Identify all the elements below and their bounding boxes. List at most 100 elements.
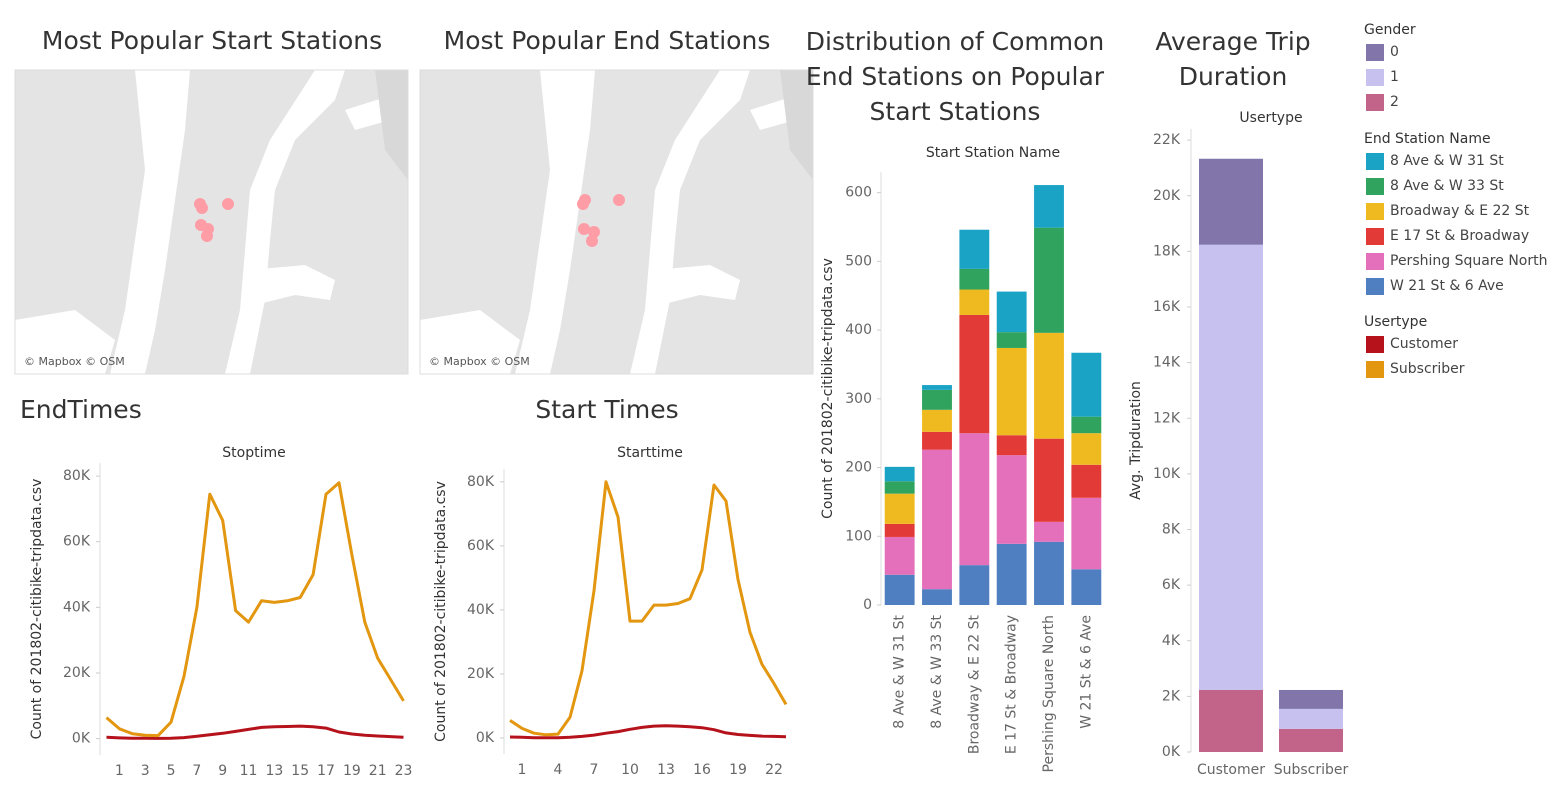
start-map[interactable]: Most Popular Start Stations © Mapbox © O… — [14, 26, 409, 375]
y-tick-label: 22K — [1153, 132, 1181, 148]
bar-segment — [1279, 708, 1343, 729]
legend-label: Subscriber — [1390, 361, 1465, 377]
bar-segment — [1034, 332, 1064, 439]
y-tick-label: 0K — [72, 731, 91, 747]
station-point[interactable] — [613, 194, 625, 206]
x-tick-label: 11 — [240, 763, 258, 779]
legend-label: 8 Ave & W 33 St — [1390, 178, 1504, 194]
y-tick-label: 80K — [63, 468, 91, 484]
station-point[interactable] — [578, 223, 590, 235]
x-tick-label: Customer — [1197, 762, 1265, 778]
bar-segment — [959, 268, 990, 290]
map-attribution: © Mapbox © OSM — [429, 355, 530, 368]
station-point[interactable] — [579, 194, 591, 206]
x-tick-label: 8 Ave & W 31 St — [892, 614, 908, 728]
bar-segment — [884, 481, 915, 494]
x-tick-label: 23 — [395, 763, 413, 779]
map-attribution: © Mapbox © OSM — [24, 355, 125, 368]
bar-segment — [884, 574, 915, 605]
y-tick-label: 18K — [1153, 243, 1181, 259]
series-line — [106, 724, 404, 740]
bar-segment — [996, 543, 1027, 605]
bar-segment — [1071, 433, 1102, 465]
bar-segment — [922, 589, 952, 605]
end-map[interactable]: Most Popular End Stations © Mapbox © OSM — [419, 26, 814, 375]
legend-label: 2 — [1390, 94, 1399, 110]
legend-swatch — [1366, 153, 1384, 170]
x-tick-label: Broadway & E 22 St — [966, 614, 982, 754]
y-axis-label: Count of 201802-citibike-tripdata.csv — [820, 258, 836, 519]
x-tick-label: 5 — [167, 763, 176, 779]
x-tick-label: 15 — [291, 763, 309, 779]
station-point[interactable] — [586, 235, 598, 247]
bar-segment — [996, 291, 1027, 333]
bar-segment — [1071, 464, 1102, 498]
y-axis-label: Count of 201802-citibike-tripdata.csv — [29, 479, 45, 740]
bar-segment — [1034, 227, 1064, 333]
x-tick-label: 10 — [621, 762, 639, 778]
bar-segment — [1034, 185, 1064, 228]
legend-swatch — [1366, 228, 1384, 245]
y-tick-label: 80K — [467, 474, 495, 490]
y-tick-label: 300 — [845, 391, 872, 407]
station-point[interactable] — [588, 226, 600, 238]
x-tick-label: 21 — [369, 763, 387, 779]
legend-swatch — [1366, 361, 1384, 378]
bar-segment — [1034, 521, 1064, 542]
bar-segment — [922, 431, 952, 450]
bar-segment — [959, 289, 990, 315]
legend-swatch — [1366, 178, 1384, 195]
legend-swatch — [1366, 69, 1384, 86]
y-axis-label: Count of 201802-citibike-tripdata.csv — [433, 481, 449, 742]
y-tick-label: 500 — [845, 253, 872, 269]
x-tick-label: E 17 St & Broadway — [1004, 615, 1020, 754]
map-base — [420, 70, 813, 374]
chart-title: Average Trip Duration — [1155, 27, 1311, 91]
bar-segment — [1279, 689, 1343, 709]
column-header: Stoptime — [222, 445, 285, 461]
x-tick-label: W 21 St & 6 Ave — [1078, 615, 1094, 729]
x-tick-label: 4 — [554, 762, 563, 778]
bar-segment — [959, 314, 990, 434]
x-tick-label: 3 — [141, 763, 150, 779]
y-tick-label: 100 — [845, 528, 872, 544]
chart-title: Start Times — [535, 395, 678, 424]
bar-segment — [1071, 497, 1102, 570]
x-tick-label: 13 — [265, 763, 283, 779]
legend-swatch — [1366, 336, 1384, 353]
bar-segment — [1279, 728, 1343, 752]
y-axis-label: Avg. Tripduration — [1128, 381, 1144, 500]
legend-label: 1 — [1390, 69, 1399, 85]
x-tick-label: 13 — [657, 762, 675, 778]
bar-segment — [1034, 438, 1064, 522]
y-tick-label: 20K — [63, 665, 91, 681]
legend-label: 0 — [1390, 44, 1399, 60]
x-tick-label: 22 — [765, 762, 783, 778]
legend-label: W 21 St & 6 Ave — [1390, 278, 1504, 294]
y-tick-label: 0 — [863, 597, 872, 613]
y-tick-label: 10K — [1153, 466, 1181, 482]
station-point[interactable] — [201, 230, 213, 242]
x-tick-label: 19 — [343, 763, 361, 779]
bar-segment — [884, 536, 915, 575]
bar-segment — [1071, 569, 1102, 605]
y-tick-label: 8K — [1162, 522, 1181, 538]
bar-segment — [1071, 352, 1102, 417]
y-tick-label: 40K — [63, 599, 91, 615]
y-tick-label: 6K — [1162, 577, 1181, 593]
x-tick-label: 16 — [693, 762, 711, 778]
x-tick-label: Subscriber — [1274, 762, 1349, 778]
y-tick-label: 2K — [1162, 688, 1181, 704]
series-line — [105, 481, 405, 738]
bar-segment — [996, 455, 1027, 544]
column-header: Starttime — [617, 445, 683, 461]
station-point[interactable] — [196, 202, 208, 214]
legend-title: End Station Name — [1364, 131, 1491, 147]
map-title: Most Popular End Stations — [444, 26, 771, 55]
legend-title: Gender — [1364, 22, 1416, 38]
y-tick-label: 40K — [467, 602, 495, 618]
x-tick-label: 7 — [590, 762, 599, 778]
y-tick-label: 0K — [476, 730, 495, 746]
station-point[interactable] — [222, 198, 234, 210]
